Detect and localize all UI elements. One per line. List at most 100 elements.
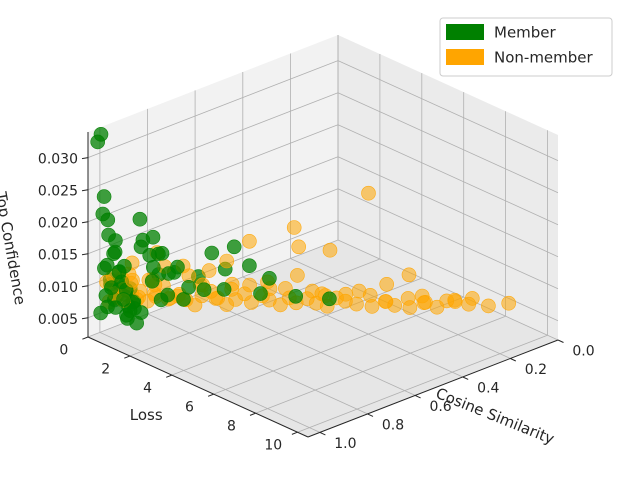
- non-member-point: [379, 276, 395, 292]
- loss-tick-mark: [82, 336, 89, 340]
- member-point: [93, 305, 108, 321]
- grid-line-confidence-left-wall: [87, 60, 339, 158]
- loss-tick-label: 6: [185, 400, 194, 416]
- confidence-tick-mark: [81, 285, 89, 288]
- cosine-tick-mark: [462, 376, 469, 380]
- loss-tick-label: 10: [264, 438, 282, 454]
- legend-swatch-non-member: [446, 49, 484, 65]
- member-point: [144, 273, 160, 289]
- legend-label-non-member: Non-member: [494, 49, 594, 67]
- grid-line-cosine-floor: [99, 332, 321, 433]
- member-point: [176, 292, 191, 307]
- member-point: [288, 288, 304, 304]
- member-point: [120, 311, 135, 326]
- loss-tick-label: 8: [227, 419, 236, 435]
- non-member-point: [481, 298, 496, 314]
- loss-tick-mark: [166, 374, 172, 378]
- member-point: [132, 211, 148, 227]
- member-point: [161, 266, 176, 281]
- grid-line-confidence-right-wall: [337, 188, 559, 290]
- floor-pane: [88, 240, 558, 437]
- loss-tick-label: 4: [143, 381, 152, 397]
- non-member-point: [349, 296, 364, 312]
- cosine-axis-line: [307, 339, 559, 438]
- non-member-point: [402, 300, 418, 315]
- cosine-tick-mark: [319, 431, 326, 436]
- cosine-tick-label: 0.2: [525, 362, 547, 378]
- cosine-tick-mark: [367, 413, 374, 417]
- grid-line-confidence-right-wall: [337, 156, 559, 258]
- tick-marks: [81, 157, 564, 436]
- grid-line-cosine-floor: [242, 276, 463, 378]
- loss-axis-title: Loss: [130, 406, 163, 424]
- non-member-point: [290, 268, 305, 283]
- confidence-axis-title: Top Confidence: [0, 190, 29, 307]
- non-member-point: [338, 286, 354, 302]
- cosine-tick-mark: [510, 358, 517, 362]
- member-point: [154, 246, 170, 261]
- member-point: [96, 189, 112, 204]
- non-member-point: [201, 263, 217, 278]
- member-point: [146, 259, 161, 275]
- member-point: [95, 206, 111, 222]
- confidence-tick-mark: [81, 221, 89, 224]
- member-point: [160, 287, 175, 303]
- member-point: [216, 282, 232, 297]
- grid-line-loss-floor: [255, 315, 506, 414]
- non-member-point: [219, 297, 234, 312]
- confidence-tick-label: 0.025: [38, 184, 78, 200]
- cosine-tick-label: 0.6: [429, 399, 451, 415]
- confidence-tick-mark: [81, 189, 89, 192]
- non-member-point: [291, 239, 307, 255]
- loss-tick-label: 2: [101, 362, 110, 378]
- member-point: [108, 300, 123, 315]
- member-point: [196, 282, 212, 298]
- grid-line-cosine-floor: [337, 239, 559, 341]
- non-member-point: [378, 294, 393, 309]
- grid-line-confidence-right-wall: [337, 60, 559, 161]
- non-member-point: [361, 185, 376, 201]
- loss-tick-label: 0: [59, 342, 68, 358]
- loss-tick-mark: [124, 355, 131, 359]
- member-point: [145, 229, 161, 245]
- data-points: [90, 127, 517, 331]
- non-member-point: [273, 297, 288, 313]
- grid-line-loss-floor: [171, 277, 422, 376]
- non-member-point: [464, 291, 480, 306]
- legend-swatch-member: [446, 24, 484, 40]
- cosine-tick-label: 0.4: [477, 381, 499, 397]
- member-point: [262, 270, 277, 286]
- non-member-point: [286, 220, 302, 235]
- confidence-tick-label: 0.030: [38, 152, 78, 168]
- grid-line-cosine-floor: [194, 295, 416, 396]
- loss-tick-mark: [207, 393, 214, 397]
- grid-line-confidence-right-wall: [337, 124, 559, 226]
- cosine-tick-mark: [414, 394, 421, 399]
- legend-label-member: Member: [494, 24, 557, 42]
- member-point: [99, 257, 115, 273]
- grid-line-confidence-left-wall: [87, 92, 339, 191]
- member-point: [90, 134, 105, 150]
- loss-tick-mark: [249, 412, 256, 416]
- member-point: [107, 244, 123, 260]
- non-member-point: [322, 242, 338, 258]
- non-member-point: [439, 293, 455, 309]
- cosine-tick-label: 0.8: [382, 418, 404, 434]
- loss-tick-mark: [291, 431, 298, 435]
- confidence-tick-mark: [81, 317, 89, 320]
- confidence-tick-mark: [81, 157, 89, 160]
- member-point: [117, 258, 132, 274]
- confidence-tick-mark: [81, 253, 89, 256]
- grid-line-confidence-left-wall: [87, 156, 339, 255]
- non-member-point: [125, 272, 140, 288]
- cosine-tick-label: 1.0: [334, 436, 356, 452]
- grid-line-cosine-floor: [147, 313, 368, 415]
- grid-line-confidence-right-wall: [337, 220, 559, 322]
- grid-line-loss-floor: [297, 334, 548, 433]
- non-member-point: [501, 295, 517, 311]
- confidence-tick-label: 0.010: [38, 280, 78, 296]
- member-point: [101, 227, 116, 243]
- non-member-point: [364, 299, 380, 314]
- member-point: [242, 258, 257, 274]
